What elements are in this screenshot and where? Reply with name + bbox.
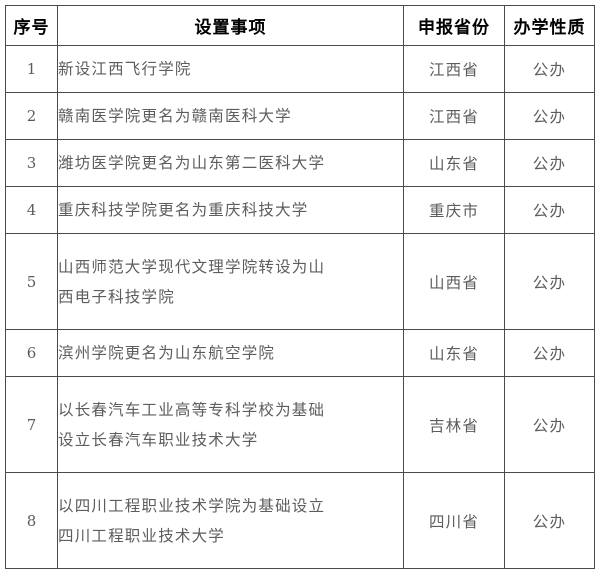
cell-province: 江西省	[403, 45, 505, 93]
cell-province: 四川省	[403, 472, 505, 569]
table-header-row: 序号 设置事项 申报省份 办学性质	[5, 5, 595, 46]
approval-table: 序号 设置事项 申报省份 办学性质 1 新设江西飞行学院 江西省 公办 2 赣南…	[5, 5, 595, 569]
table-header: 序号 设置事项 申报省份 办学性质	[5, 5, 595, 46]
cell-index: 2	[5, 92, 58, 140]
item-line: 四川工程职业技术大学	[58, 526, 226, 545]
cell-nature: 公办	[504, 472, 595, 569]
cell-item: 重庆科技学院更名为重庆科技大学	[57, 186, 404, 234]
column-header-nature: 办学性质	[504, 5, 595, 46]
table-body: 1 新设江西飞行学院 江西省 公办 2 赣南医学院更名为赣南医科大学 江西省 公…	[5, 45, 595, 569]
cell-item: 赣南医学院更名为赣南医科大学	[57, 92, 404, 140]
cell-item: 山西师范大学现代文理学院转设为山 西电子科技学院	[57, 233, 404, 330]
cell-item: 以四川工程职业技术学院为基础设立 四川工程职业技术大学	[57, 472, 404, 569]
column-header-province: 申报省份	[403, 5, 505, 46]
item-line: 设立长春汽车职业技术大学	[58, 430, 259, 449]
cell-nature: 公办	[504, 376, 595, 473]
item-line: 新设江西飞行学院	[58, 60, 192, 78]
cell-nature: 公办	[504, 45, 595, 93]
cell-nature: 公办	[504, 329, 595, 377]
item-line: 山西师范大学现代文理学院转设为山	[58, 257, 326, 276]
cell-item: 滨州学院更名为山东航空学院	[57, 329, 404, 377]
table-row: 3 潍坊医学院更名为山东第二医科大学 山东省 公办	[5, 139, 595, 187]
column-header-index: 序号	[5, 5, 58, 46]
cell-index: 4	[5, 186, 58, 234]
item-line: 以四川工程职业技术学院为基础设立	[58, 496, 326, 515]
table-row: 8 以四川工程职业技术学院为基础设立 四川工程职业技术大学 四川省 公办	[5, 472, 595, 569]
cell-index: 8	[5, 472, 58, 569]
cell-nature: 公办	[504, 186, 595, 234]
column-header-item: 设置事项	[57, 5, 404, 46]
table-row: 4 重庆科技学院更名为重庆科技大学 重庆市 公办	[5, 186, 595, 234]
item-line: 赣南医学院更名为赣南医科大学	[58, 107, 292, 125]
cell-item: 新设江西飞行学院	[57, 45, 404, 93]
cell-province: 山东省	[403, 139, 505, 187]
item-line: 西电子科技学院	[58, 287, 175, 306]
table-row: 7 以长春汽车工业高等专科学校为基础 设立长春汽车职业技术大学 吉林省 公办	[5, 376, 595, 473]
item-line: 重庆科技学院更名为重庆科技大学	[58, 201, 309, 219]
cell-index: 3	[5, 139, 58, 187]
cell-province: 重庆市	[403, 186, 505, 234]
table-row: 1 新设江西飞行学院 江西省 公办	[5, 45, 595, 93]
table-row: 2 赣南医学院更名为赣南医科大学 江西省 公办	[5, 92, 595, 140]
cell-province: 江西省	[403, 92, 505, 140]
cell-index: 5	[5, 233, 58, 330]
cell-nature: 公办	[504, 233, 595, 330]
cell-nature: 公办	[504, 139, 595, 187]
cell-item: 潍坊医学院更名为山东第二医科大学	[57, 139, 404, 187]
cell-index: 1	[5, 45, 58, 93]
item-line: 潍坊医学院更名为山东第二医科大学	[58, 154, 326, 172]
cell-province: 吉林省	[403, 376, 505, 473]
table-row: 5 山西师范大学现代文理学院转设为山 西电子科技学院 山西省 公办	[5, 233, 595, 330]
cell-index: 7	[5, 376, 58, 473]
cell-index: 6	[5, 329, 58, 377]
cell-nature: 公办	[504, 92, 595, 140]
item-line: 以长春汽车工业高等专科学校为基础	[58, 400, 326, 419]
table-row: 6 滨州学院更名为山东航空学院 山东省 公办	[5, 329, 595, 377]
item-line: 滨州学院更名为山东航空学院	[58, 344, 276, 362]
cell-province: 山东省	[403, 329, 505, 377]
cell-province: 山西省	[403, 233, 505, 330]
document-page: 序号 设置事项 申报省份 办学性质 1 新设江西飞行学院 江西省 公办 2 赣南…	[5, 5, 595, 569]
cell-item: 以长春汽车工业高等专科学校为基础 设立长春汽车职业技术大学	[57, 376, 404, 473]
